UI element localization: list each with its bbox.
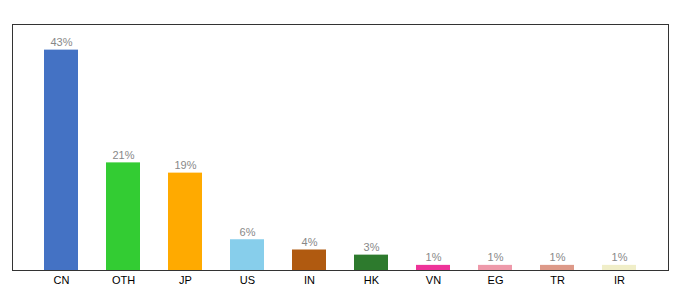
svg-text:4%: 4% (302, 236, 318, 248)
svg-text:3%: 3% (364, 241, 380, 253)
svg-text:VN: VN (426, 274, 441, 286)
svg-text:TR: TR (550, 274, 565, 286)
svg-text:CN: CN (54, 274, 70, 286)
svg-text:EG: EG (488, 274, 504, 286)
svg-text:1%: 1% (426, 251, 442, 263)
svg-text:IN: IN (304, 274, 315, 286)
svg-text:43%: 43% (50, 36, 72, 48)
svg-text:JP: JP (179, 274, 192, 286)
svg-text:1%: 1% (550, 251, 566, 263)
svg-text:19%: 19% (174, 159, 196, 171)
svg-text:US: US (240, 274, 255, 286)
svg-text:HK: HK (364, 274, 380, 286)
svg-text:IR: IR (614, 274, 625, 286)
svg-text:21%: 21% (112, 149, 134, 161)
svg-text:OTH: OTH (112, 274, 135, 286)
svg-text:1%: 1% (488, 251, 504, 263)
svg-text:6%: 6% (240, 226, 256, 238)
svg-text:1%: 1% (612, 251, 628, 263)
